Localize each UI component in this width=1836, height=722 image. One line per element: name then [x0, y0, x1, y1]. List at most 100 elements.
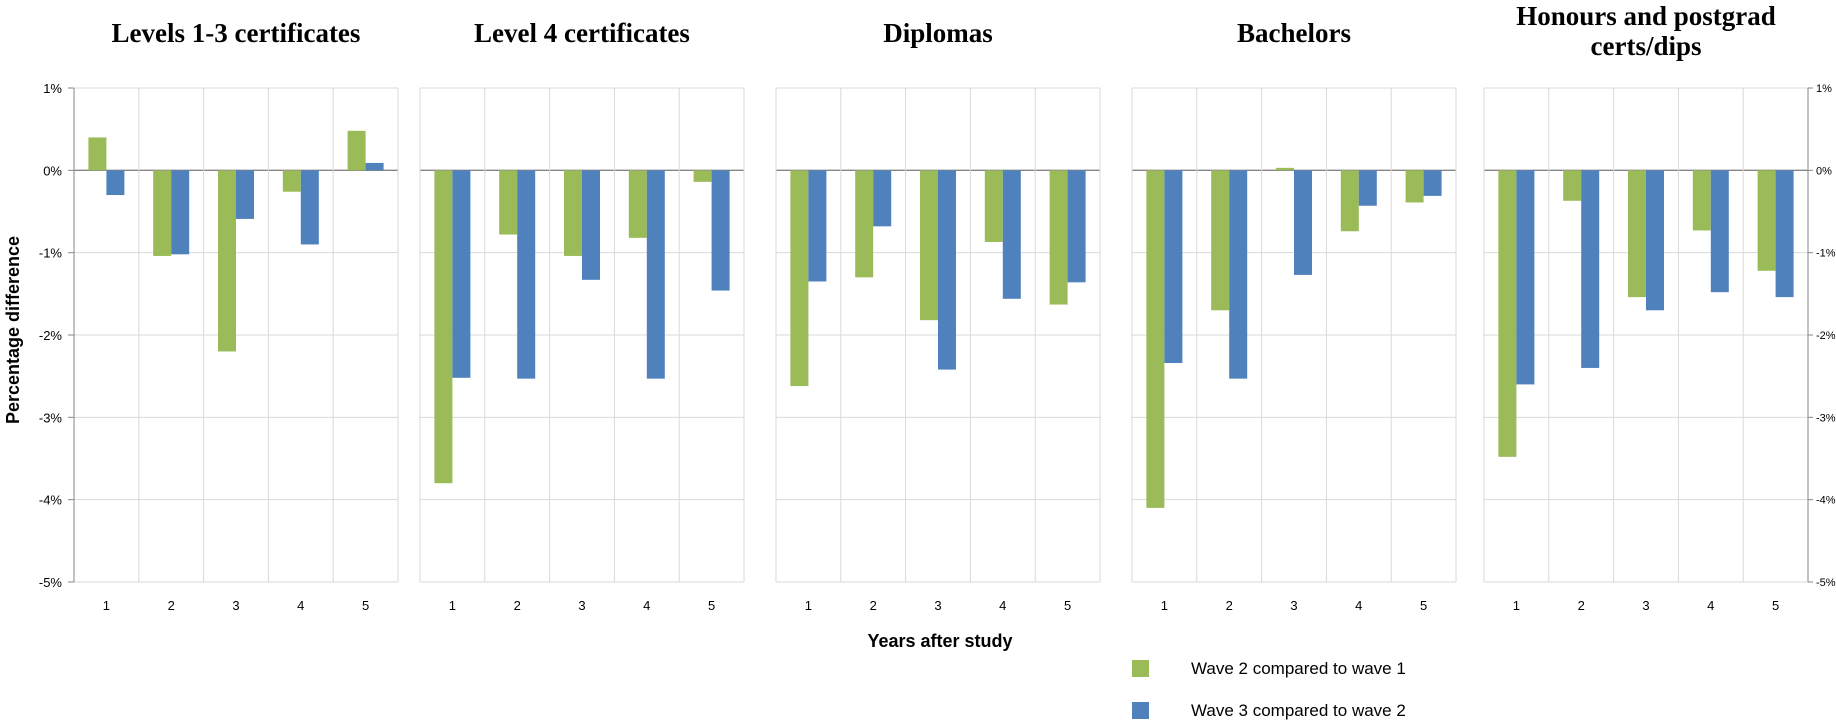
x-tick-label: 2: [514, 598, 521, 613]
bar-panel3-series2-cat4: [1002, 170, 1021, 299]
bar-panel4-series2-cat4: [1358, 170, 1377, 206]
x-tick-label: 3: [1290, 598, 1297, 613]
x-tick-label: 5: [1420, 598, 1427, 613]
bar-panel4-series2-cat3: [1294, 170, 1312, 275]
bar-panel2-series1-cat5: [693, 170, 712, 182]
x-tick-label: 2: [1578, 598, 1585, 613]
y-tick-label-right: 0%: [1816, 165, 1832, 177]
bar-panel3-series1-cat1: [790, 170, 809, 387]
bar-panel1-series2-cat4: [300, 170, 319, 245]
bar-panel1-series2-cat1: [106, 170, 125, 196]
bar-panel3-series1-cat5: [1049, 170, 1068, 305]
x-tick-label: 2: [168, 598, 175, 613]
x-tick-label: 4: [297, 598, 304, 613]
y-tick-label-right: -5%: [1816, 577, 1836, 589]
bar-panel4-series1-cat2: [1211, 170, 1230, 311]
panel-3: 1 2 3 4 5 Diplomas: [775, 18, 1101, 613]
y-tick-label-right: -1%: [1816, 248, 1836, 260]
bar-panel5-series1-cat4: [1692, 170, 1711, 231]
bar-panel5-series1-cat5: [1757, 170, 1776, 271]
bar-panel1-series1-cat3: [218, 170, 236, 352]
bar-panel4-series1-cat4: [1340, 170, 1359, 232]
panel-title: Level 4 certificates: [474, 18, 690, 48]
bar-panel1-series1-cat1: [88, 137, 107, 171]
x-tick-label: 5: [1772, 598, 1779, 613]
y-tick-label: -2%: [39, 328, 63, 343]
chart-panels: 1 2 3 4 5 Levels 1-3 certificates 1 2 3 4 5 Level 4…: [73, 1, 1809, 613]
bar-panel5-series2-cat1: [1516, 170, 1535, 385]
x-tick-label: 4: [643, 598, 650, 613]
legend-swatch-series-1: [1132, 660, 1149, 677]
bar-panel5-series2-cat2: [1581, 170, 1600, 368]
panel-2: 1 2 3 4 5 Level 4 certificates: [419, 18, 745, 613]
x-tick-label: 3: [232, 598, 239, 613]
x-tick-label: 5: [1064, 598, 1071, 613]
x-tick-label: 4: [999, 598, 1006, 613]
y-tick-label-right: 1%: [1816, 83, 1832, 95]
bar-panel5-series1-cat3: [1628, 170, 1646, 298]
panel-title-line: Honours and postgrad: [1516, 1, 1776, 31]
left-y-axis: 1% 0% -1% -2% -3% -4% -5%: [39, 81, 75, 590]
bar-panel3-series1-cat3: [920, 170, 938, 321]
bar-panel1-series2-cat2: [171, 170, 190, 255]
x-tick-label: 3: [934, 598, 941, 613]
bar-panel4-series2-cat1: [1164, 170, 1183, 363]
x-tick-label: 1: [1513, 598, 1520, 613]
bar-panel2-series1-cat3: [564, 170, 582, 256]
bar-panel2-series1-cat4: [628, 170, 647, 238]
x-tick-label: 1: [103, 598, 110, 613]
bar-panel5-series2-cat4: [1710, 170, 1729, 293]
legend-label-series-2: Wave 3 compared to wave 2: [1191, 701, 1406, 720]
bar-panel4-series2-cat2: [1229, 170, 1248, 379]
panel-title: Diplomas: [883, 18, 993, 48]
right-y-axis: 1% 0% -1% -2% -3% -4% -5%: [1807, 83, 1836, 589]
x-tick-label: 5: [362, 598, 369, 613]
panel-1: 1 2 3 4 5 Levels 1-3 certificates: [73, 18, 399, 613]
bar-panel5-series1-cat2: [1563, 170, 1582, 201]
x-tick-label: 2: [870, 598, 877, 613]
x-tick-label: 1: [805, 598, 812, 613]
bar-panel2-series2-cat1: [452, 170, 471, 378]
y-axis-title: Percentage difference: [3, 236, 23, 424]
bar-panel3-series1-cat4: [984, 170, 1003, 242]
y-tick-label-right: -4%: [1816, 495, 1836, 507]
y-tick-label-right: -3%: [1816, 412, 1836, 424]
bar-panel5-series2-cat3: [1646, 170, 1664, 311]
bar-panel2-series2-cat3: [582, 170, 600, 280]
bar-panel3-series2-cat3: [938, 170, 956, 370]
bar-panel1-series2-cat5: [365, 162, 384, 171]
x-tick-label: 1: [1161, 598, 1168, 613]
bar-panel3-series2-cat1: [808, 170, 827, 282]
bar-panel5-series1-cat1: [1498, 170, 1517, 457]
x-tick-label: 2: [1226, 598, 1233, 613]
bar-panel2-series1-cat1: [434, 170, 453, 484]
x-tick-label: 1: [449, 598, 456, 613]
x-tick-label: 3: [578, 598, 585, 613]
x-tick-label: 3: [1642, 598, 1649, 613]
bar-panel4-series1-cat1: [1146, 170, 1165, 508]
panel-title: Levels 1-3 certificates: [112, 18, 361, 48]
x-axis-title: Years after study: [867, 631, 1012, 651]
bar-panel1-series1-cat4: [282, 170, 301, 192]
y-tick-label: -1%: [39, 246, 63, 261]
legend-swatch-series-2: [1132, 702, 1149, 719]
bar-panel1-series1-cat2: [153, 170, 172, 256]
y-tick-label: -5%: [39, 575, 63, 590]
x-tick-label: 5: [708, 598, 715, 613]
y-tick-label: -4%: [39, 493, 63, 508]
bar-panel1-series2-cat3: [236, 170, 254, 219]
bar-panel4-series1-cat3: [1276, 167, 1294, 171]
y-tick-label: 1%: [43, 81, 62, 96]
bar-panel3-series2-cat2: [873, 170, 892, 227]
bar-panel1-series1-cat5: [347, 130, 366, 171]
bar-panel5-series2-cat5: [1775, 170, 1794, 298]
y-tick-label: -3%: [39, 410, 63, 425]
bar-panel2-series2-cat4: [646, 170, 665, 379]
bar-panel3-series1-cat2: [855, 170, 874, 278]
x-tick-label: 4: [1355, 598, 1362, 613]
legend: Wave 2 compared to wave 1 Wave 3 compare…: [1132, 659, 1406, 720]
bar-panel2-series1-cat2: [499, 170, 518, 235]
legend-label-series-1: Wave 2 compared to wave 1: [1191, 659, 1406, 678]
